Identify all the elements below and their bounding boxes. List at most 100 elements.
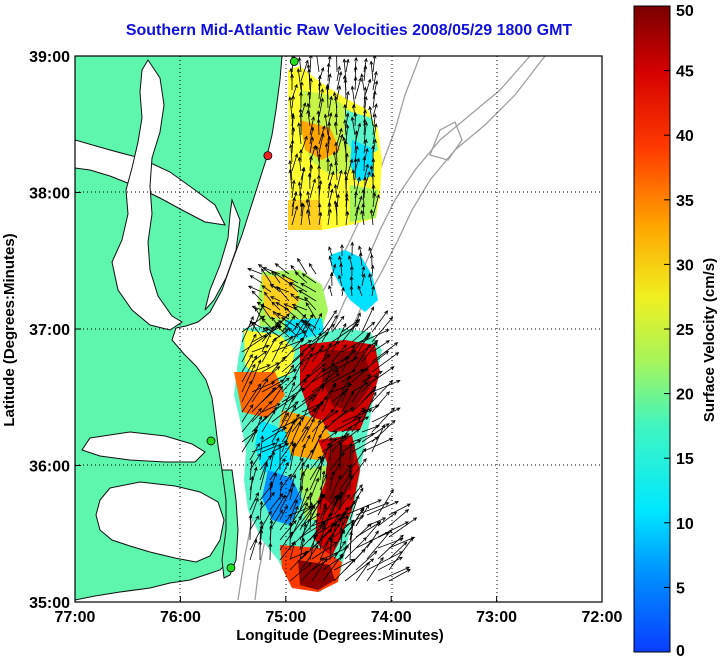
velocity-arrow [355, 561, 371, 582]
velocity-arrow [297, 56, 302, 73]
station-marker [289, 57, 299, 66]
velocity-arrow [338, 274, 343, 287]
velocity-arrow [294, 271, 308, 284]
velocity-arrow [349, 442, 353, 461]
velocity-arrow [361, 273, 366, 287]
velocity-arrow [259, 500, 264, 521]
velocity-arrow [300, 513, 321, 527]
velocity-arrow [341, 369, 365, 383]
velocity-arrow [307, 91, 312, 109]
velocity-arrow [278, 320, 290, 329]
velocity-arrow [241, 380, 253, 403]
velocity-arrow [372, 70, 378, 91]
chesapeake-bay [111, 59, 183, 331]
velocity-arrow [368, 105, 374, 127]
velocity-arrow [273, 272, 290, 284]
velocity-arrow [291, 373, 310, 393]
station-marker [263, 151, 273, 161]
y-tick-label: 36:00 [29, 459, 70, 476]
velocity-arrow [388, 503, 412, 516]
velocity-arrow [279, 473, 292, 491]
velocity-arrow [305, 198, 311, 217]
velocity-arrow [371, 366, 395, 383]
velocity-arrow [345, 90, 350, 109]
velocity-arrow [318, 132, 325, 154]
velocity-arrow [249, 275, 263, 284]
velocity-arrow [329, 436, 333, 461]
velocity-arrow [300, 283, 317, 293]
velocity-arrow [241, 335, 268, 353]
x-tick-label: 75:00 [265, 609, 306, 626]
velocity-arrow [355, 502, 390, 516]
velocity-arrow [311, 408, 335, 433]
velocity-arrow [351, 367, 369, 383]
velocity-arrow [353, 157, 358, 181]
velocity-arrow [343, 103, 348, 118]
velocity-arrow [344, 196, 349, 217]
velocity-arrow [297, 156, 302, 172]
velocity-arrow [377, 511, 398, 527]
velocity-arrow [309, 178, 316, 199]
velocity-arrow [319, 473, 328, 491]
velocity-arrow [308, 56, 313, 73]
velocity-arrow [281, 375, 297, 393]
velocity-arrow [281, 317, 299, 329]
velocity-arrow [271, 339, 305, 353]
velocity-arrow [371, 285, 375, 297]
velocity-arrow [251, 442, 277, 453]
velocity-arrow [363, 57, 368, 73]
station-markers [206, 57, 299, 573]
velocity-arrow [345, 210, 350, 226]
velocity-arrow [290, 73, 294, 91]
chart-title: Southern Mid-Atlantic Raw Velocities 200… [125, 22, 573, 39]
velocity-arrow [331, 391, 345, 413]
velocity-arrow [305, 302, 317, 320]
velocity-arrow [251, 378, 269, 403]
velocity-arrow [309, 155, 313, 172]
velocity-arrow [361, 391, 377, 423]
velocity-arrow [358, 252, 363, 267]
velocity-arrow [345, 58, 350, 73]
velocity-arrow [299, 537, 306, 561]
velocity-arrow [261, 406, 278, 423]
velocity-arrow [269, 509, 283, 531]
colorbar-tick-label: 35 [676, 193, 694, 210]
velocity-arrow [307, 172, 312, 190]
velocity-arrow [309, 77, 313, 100]
velocity-arrow [261, 285, 272, 293]
velocity-arrow [298, 290, 317, 302]
velocity-arrow [288, 96, 293, 118]
velocity-arrow [333, 519, 355, 538]
velocity-arrow [361, 424, 380, 433]
velocity-arrow [343, 139, 348, 163]
y-axis-label: Latitude (Degrees:Minutes) [1, 233, 18, 426]
velocity-arrow [301, 395, 313, 423]
velocity-arrow [281, 274, 299, 284]
velocity-arrow [351, 408, 367, 433]
velocity-arrow [241, 363, 256, 393]
velocity-arrow [291, 421, 302, 443]
velocity-arrow [271, 270, 281, 284]
velocity-arrow [341, 286, 345, 297]
velocity-arrow [349, 275, 354, 287]
velocity-arrow [377, 521, 410, 538]
velocity-arrow [377, 534, 404, 560]
velocity-arrow [321, 356, 350, 373]
velocity-arrow [269, 492, 284, 511]
velocity-arrow [289, 485, 303, 511]
velocity-arrow [331, 315, 345, 333]
velocity-arrow [325, 85, 330, 109]
colorbar-tick-label: 25 [676, 322, 694, 339]
x-tick-label: 77:00 [55, 609, 96, 626]
velocity-arrow [290, 139, 295, 154]
velocity-arrow [366, 520, 381, 538]
velocity-arrow [291, 343, 313, 363]
velocity-arrow [348, 468, 353, 491]
velocity-arrow [272, 310, 281, 320]
velocity-arrow [361, 188, 366, 208]
velocity-arrow [241, 404, 254, 423]
velocity-arrow [300, 544, 319, 571]
velocity-arrow [299, 443, 306, 461]
velocity-arrow [318, 211, 323, 226]
velocity-arrow [289, 562, 312, 582]
